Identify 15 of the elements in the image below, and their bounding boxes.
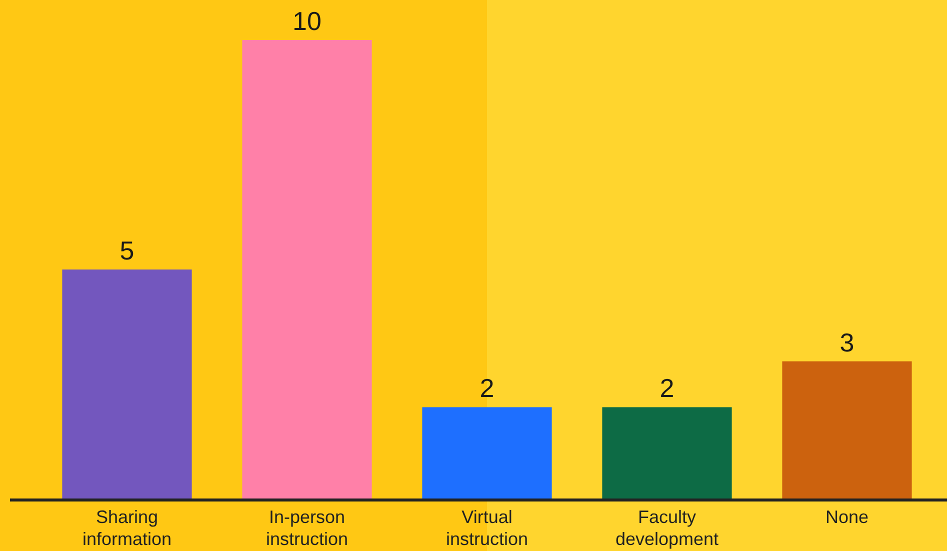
data-label: 2 xyxy=(660,373,674,404)
data-label: 3 xyxy=(840,327,854,358)
x-tick-label: Virtual instruction xyxy=(446,507,528,549)
data-label: 5 xyxy=(120,236,134,266)
data-label: 10 xyxy=(292,6,322,36)
bar xyxy=(782,361,912,499)
x-tick-label: None xyxy=(825,507,869,527)
x-tick-label: Sharing information xyxy=(82,507,172,549)
bar xyxy=(62,270,192,499)
data-label: 2 xyxy=(480,373,494,404)
bar xyxy=(602,407,732,499)
bar xyxy=(422,407,552,499)
x-tick-label: Faculty development xyxy=(615,507,719,549)
bar xyxy=(242,40,372,499)
x-tick-label: In-person instruction xyxy=(266,507,348,549)
